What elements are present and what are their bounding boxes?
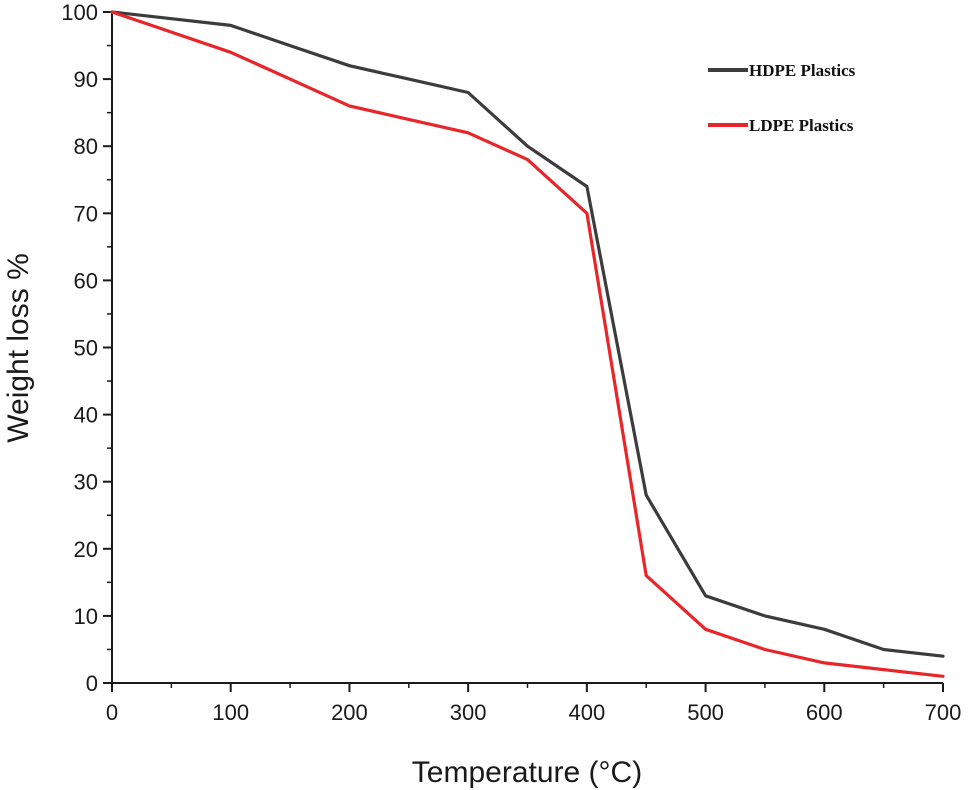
y-tick-label: 50 bbox=[74, 336, 98, 361]
y-tick-label: 100 bbox=[61, 0, 98, 25]
y-tick-label: 30 bbox=[74, 470, 98, 495]
x-tick-label: 500 bbox=[687, 700, 724, 725]
series-line-hdpe bbox=[110, 10, 945, 658]
axes bbox=[111, 12, 943, 684]
x-tick-label: 400 bbox=[568, 700, 605, 725]
x-tick-label: 0 bbox=[106, 700, 118, 725]
x-tick-label: 700 bbox=[925, 700, 962, 725]
x-tick-label: 600 bbox=[806, 700, 843, 725]
y-tick-label: 60 bbox=[74, 268, 98, 293]
y-tick-label: 10 bbox=[74, 604, 98, 629]
x-tick-label: 300 bbox=[450, 700, 487, 725]
y-axis-title: Weight loss % bbox=[2, 253, 35, 443]
legend: HDPE Plastics LDPE Plastics bbox=[708, 61, 856, 135]
y-tick-label: 80 bbox=[74, 134, 98, 159]
y-tick-label: 40 bbox=[74, 403, 98, 428]
legend-label-hdpe: HDPE Plastics bbox=[749, 61, 856, 80]
y-tick-label: 0 bbox=[86, 671, 98, 696]
series-line-ldpe bbox=[110, 10, 945, 678]
y-tick-label: 90 bbox=[74, 67, 98, 92]
x-tick-label: 200 bbox=[331, 700, 368, 725]
y-tick-label: 70 bbox=[74, 201, 98, 226]
ticks: 0 100 200 300 400 500 600 700 0 10 20 30 40 50 60 70 80 9… bbox=[61, 0, 961, 725]
y-tick-label: 20 bbox=[74, 537, 98, 562]
legend-label-ldpe: LDPE Plastics bbox=[749, 116, 854, 135]
x-tick-label: 100 bbox=[212, 700, 249, 725]
x-axis-title: Temperature (°C) bbox=[412, 756, 642, 789]
series-layer bbox=[110, 10, 945, 678]
